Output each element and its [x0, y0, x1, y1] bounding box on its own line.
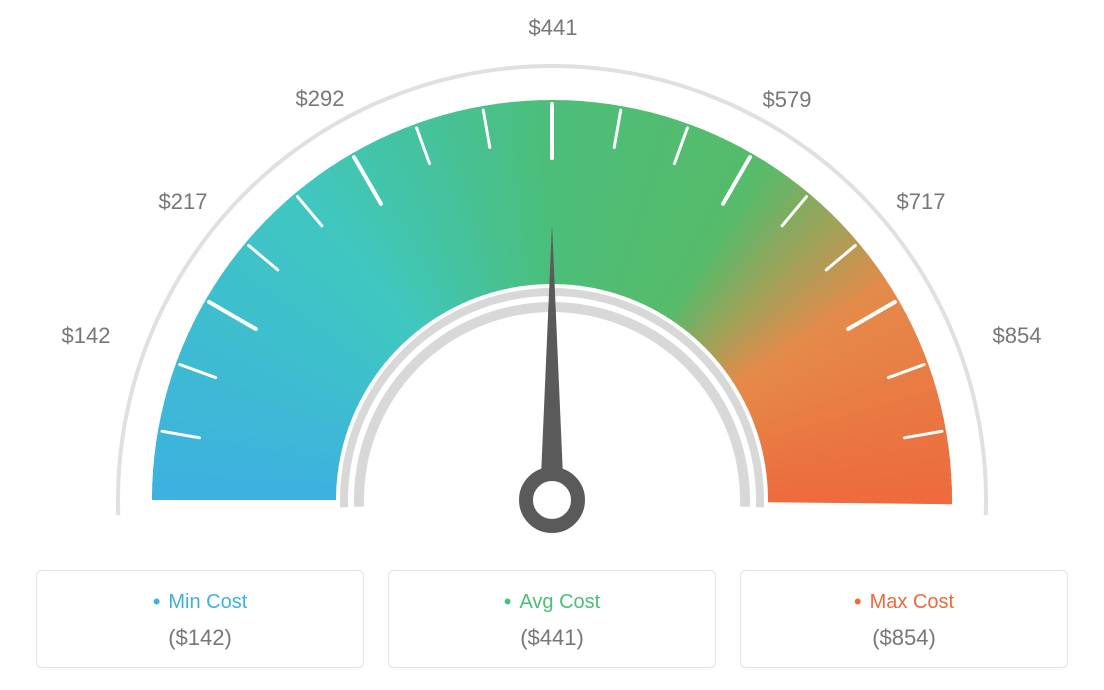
legend-row: Min Cost ($142) Avg Cost ($441) Max Cost… [0, 570, 1104, 668]
tick-label-4: $579 [763, 87, 812, 113]
tick-label-5: $717 [897, 189, 946, 215]
tick-label-1: $217 [159, 189, 208, 215]
legend-card-avg: Avg Cost ($441) [388, 570, 716, 668]
legend-card-min: Min Cost ($142) [36, 570, 364, 668]
legend-title-avg: Avg Cost [401, 589, 703, 615]
gauge-chart: $142 $217 $292 $441 $579 $717 $854 [0, 0, 1104, 560]
legend-title-max: Max Cost [753, 589, 1055, 615]
legend-value-avg: ($441) [401, 625, 703, 651]
cost-gauge-container: $142 $217 $292 $441 $579 $717 $854 Min C… [0, 0, 1104, 690]
tick-label-3: $441 [529, 15, 578, 41]
tick-label-0: $142 [62, 323, 111, 349]
tick-label-6: $854 [993, 323, 1042, 349]
gauge-svg [0, 0, 1104, 560]
legend-card-max: Max Cost ($854) [740, 570, 1068, 668]
legend-value-max: ($854) [753, 625, 1055, 651]
legend-title-min: Min Cost [49, 589, 351, 615]
tick-label-2: $292 [296, 86, 345, 112]
legend-value-min: ($142) [49, 625, 351, 651]
